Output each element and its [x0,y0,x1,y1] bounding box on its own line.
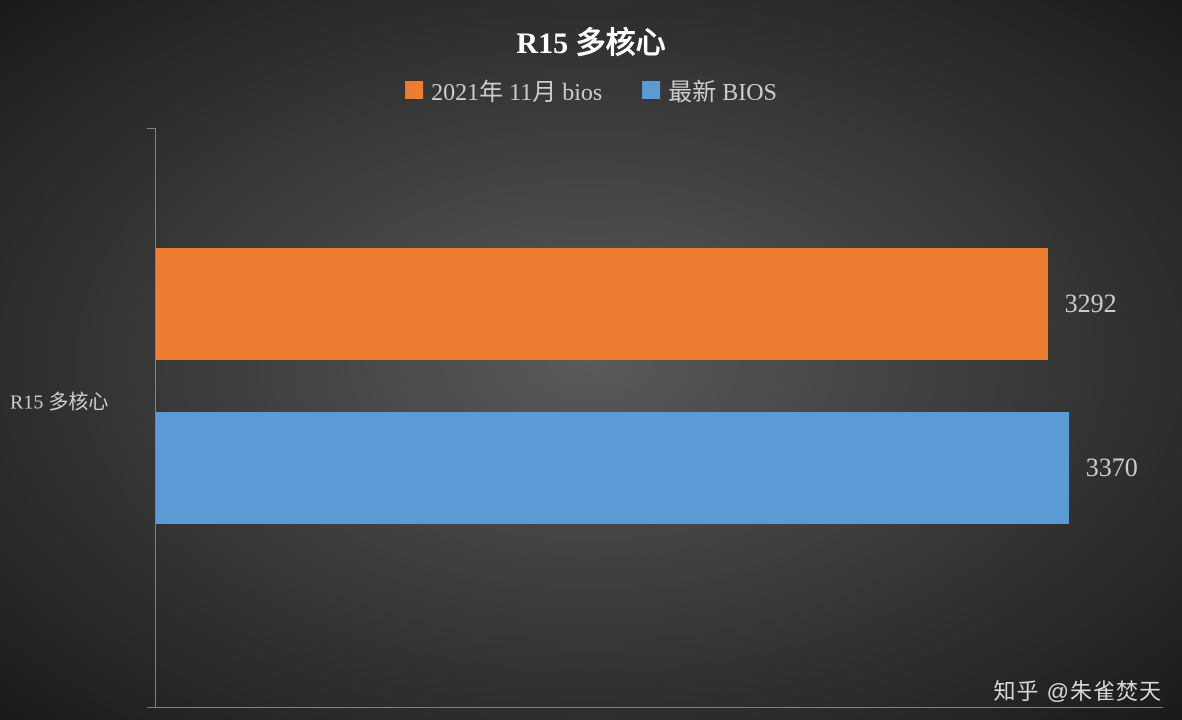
legend-label-1: 最新 BIOS [668,72,777,107]
chart-title: R15 多核心 [516,18,665,62]
bar-series-1 [156,412,1069,524]
bar-value-label-0: 3292 [1065,289,1117,319]
bar-series-0 [156,248,1048,360]
legend-item-1: 最新 BIOS [642,72,777,107]
legend-swatch-1 [642,81,660,99]
y-axis-category-label: R15 多核心 [10,386,108,415]
y-tick-top [147,128,155,129]
legend-item-0: 2021年 11月 bios [405,72,602,107]
y-tick-bottom [147,707,155,708]
x-axis-line [155,707,1163,708]
bar-value-label-1: 3370 [1086,453,1138,483]
legend-label-0: 2021年 11月 bios [431,72,602,107]
watermark-text: 知乎 @朱雀焚天 [994,674,1162,706]
legend: 2021年 11月 bios 最新 BIOS [405,72,777,107]
legend-swatch-0 [405,81,423,99]
plot-area: 3292 3370 [155,128,1163,708]
chart-container: R15 多核心 2021年 11月 bios 最新 BIOS R15 多核心 3… [0,0,1182,720]
